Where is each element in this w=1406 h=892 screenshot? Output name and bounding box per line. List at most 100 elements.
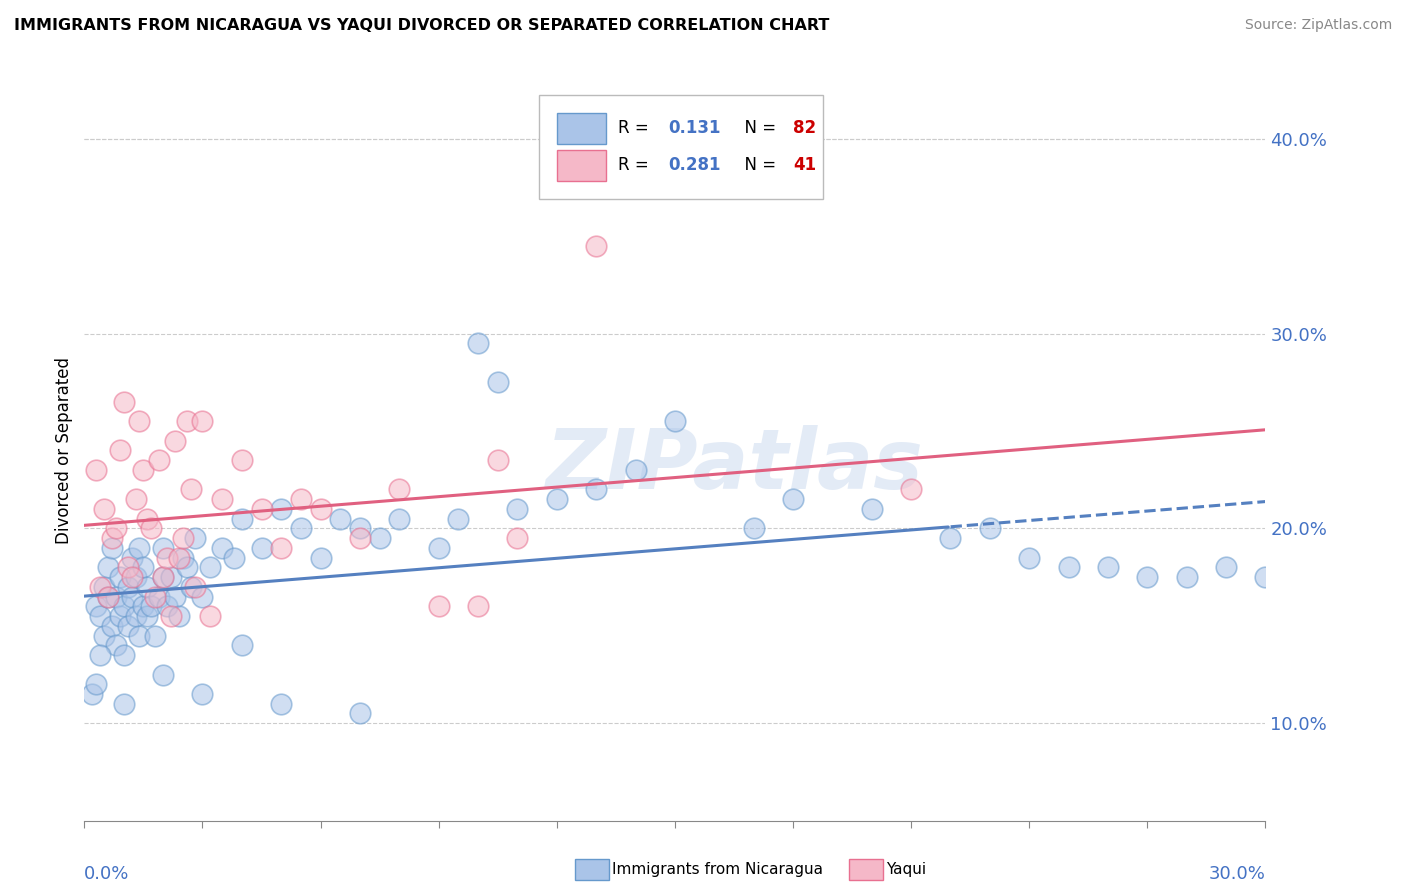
Point [200, 560, 222, 574]
Point [136, 609, 159, 624]
Point [900, 483, 922, 497]
Point [349, 521, 371, 535]
Point [447, 511, 470, 525]
Point [624, 463, 647, 477]
Point [104, 638, 127, 652]
Point [101, 541, 124, 555]
Point [1215, 560, 1237, 574]
Point [136, 511, 159, 525]
Point [180, 483, 202, 497]
FancyBboxPatch shape [538, 95, 823, 199]
Point [270, 697, 292, 711]
Point [167, 550, 190, 565]
Point [141, 599, 163, 614]
Point [1097, 560, 1119, 574]
Text: N =: N = [734, 156, 782, 175]
Point [467, 336, 489, 351]
Point [97, 560, 120, 574]
Point [1254, 570, 1277, 584]
Point [152, 541, 174, 555]
Point [128, 414, 150, 428]
Point [506, 502, 529, 516]
Text: 30.0%: 30.0% [1209, 865, 1265, 883]
Point [200, 609, 222, 624]
Point [979, 521, 1001, 535]
Point [121, 590, 143, 604]
Point [1057, 560, 1080, 574]
Point [250, 502, 273, 516]
Text: IMMIGRANTS FROM NICARAGUA VS YAQUI DIVORCED OR SEPARATED CORRELATION CHART: IMMIGRANTS FROM NICARAGUA VS YAQUI DIVOR… [14, 18, 830, 33]
Point [156, 550, 179, 565]
Point [1018, 550, 1040, 565]
Point [388, 483, 411, 497]
Point [183, 531, 205, 545]
Point [143, 628, 166, 642]
Point [309, 502, 332, 516]
Point [546, 492, 568, 507]
Point [112, 599, 135, 614]
Point [231, 511, 253, 525]
Point [160, 609, 183, 624]
Point [1175, 570, 1198, 584]
Point [222, 550, 245, 565]
Point [368, 531, 391, 545]
Point [180, 580, 202, 594]
Point [467, 599, 489, 614]
Point [270, 541, 292, 555]
Point [108, 443, 131, 458]
FancyBboxPatch shape [557, 113, 606, 144]
Point [121, 550, 143, 565]
Point [163, 434, 186, 448]
Point [128, 628, 150, 642]
Point [349, 706, 371, 721]
Text: 41: 41 [793, 156, 815, 175]
Point [585, 483, 607, 497]
Point [108, 570, 131, 584]
Point [191, 414, 214, 428]
Point [163, 590, 186, 604]
Point [84, 677, 107, 691]
Point [132, 599, 155, 614]
Point [152, 667, 174, 681]
Point [309, 550, 332, 565]
Text: 0.281: 0.281 [668, 156, 720, 175]
Point [93, 580, 115, 594]
Point [167, 609, 190, 624]
Point [128, 541, 150, 555]
Point [782, 492, 804, 507]
Point [112, 394, 135, 409]
Point [329, 511, 352, 525]
Point [349, 531, 371, 545]
Point [1136, 570, 1159, 584]
Point [290, 521, 312, 535]
Point [860, 502, 883, 516]
Point [939, 531, 962, 545]
Text: R =: R = [619, 156, 654, 175]
Text: 82: 82 [793, 120, 815, 137]
Point [97, 590, 120, 604]
Text: N =: N = [734, 120, 782, 137]
Point [183, 580, 205, 594]
Point [89, 580, 111, 594]
Point [89, 609, 111, 624]
Point [112, 648, 135, 662]
Point [664, 414, 686, 428]
Point [101, 531, 124, 545]
Point [141, 521, 163, 535]
Point [172, 531, 194, 545]
Point [290, 492, 312, 507]
Point [108, 609, 131, 624]
Point [136, 580, 159, 594]
Point [93, 628, 115, 642]
Point [84, 463, 107, 477]
Point [117, 580, 139, 594]
Point [388, 511, 411, 525]
Point [117, 619, 139, 633]
Text: 0.131: 0.131 [668, 120, 720, 137]
Point [211, 492, 233, 507]
Point [152, 570, 174, 584]
Point [132, 560, 155, 574]
Point [104, 590, 127, 604]
Text: 0.0%: 0.0% [84, 865, 129, 883]
Point [97, 590, 120, 604]
